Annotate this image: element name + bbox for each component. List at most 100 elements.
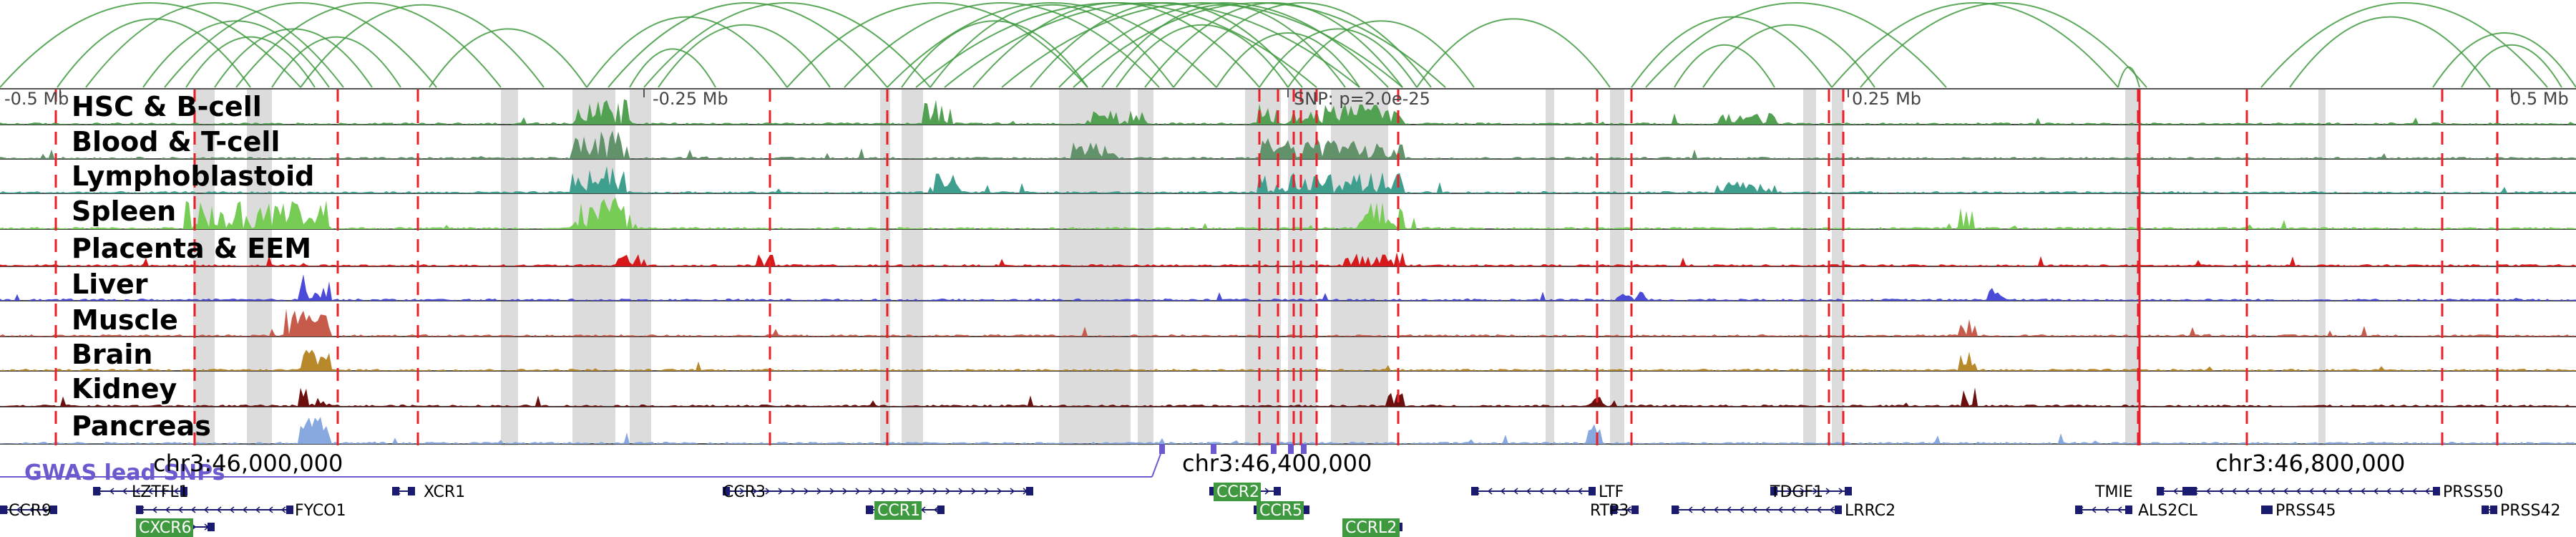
gene-lrrc2[interactable]: LRRC2 — [1672, 502, 1896, 520]
strand-arrow — [1752, 506, 1757, 513]
exon-box — [2157, 487, 2164, 495]
strand-arrow — [1777, 506, 1783, 513]
strand-arrow — [160, 488, 166, 495]
gene-fyco1[interactable]: FYCO1 — [136, 502, 346, 520]
coordinate-label: chr3:46,800,000 — [2215, 450, 2405, 477]
exon-box — [180, 487, 187, 495]
exon-box — [2075, 505, 2082, 514]
exon-box — [2182, 487, 2190, 495]
strand-arrow — [2218, 488, 2224, 495]
chromatin-loop-arc — [786, 2, 1088, 88]
scale-label-minus-0.25mb: -0.25 Mb — [653, 89, 728, 109]
exon-box — [392, 487, 399, 495]
scale-ruler: -0.5 Mb -0.25 Mb SNP: p=2.0e-25 0.25 Mb … — [0, 88, 2576, 109]
gene-ccr1[interactable]: CCR1 — [866, 501, 945, 520]
chromatin-loop-arc — [1287, 20, 1475, 88]
chromatin-loops — [0, 2, 2576, 88]
gene-ccr9[interactable]: CCR9 — [0, 502, 57, 520]
strand-arrow — [829, 488, 835, 495]
chromatin-loop-arc — [1173, 2, 1432, 88]
exon-box — [1302, 505, 1309, 514]
strand-arrow — [242, 506, 248, 513]
strand-arrow — [919, 488, 925, 495]
gene-label: CCRL2 — [1345, 519, 1397, 537]
strand-arrow — [2205, 488, 2211, 495]
chromatin-loop-arc — [1073, 2, 1446, 88]
gene-prss45[interactable]: PRSS45 — [2261, 502, 2336, 520]
gwas-snp-marker[interactable] — [1271, 444, 1277, 454]
strand-arrow — [971, 488, 977, 495]
exon-box — [723, 487, 730, 495]
strand-arrow — [894, 488, 899, 495]
strand-arrow — [135, 488, 140, 495]
exon-box — [1209, 487, 1216, 495]
chromatin-loop-arc — [1001, 2, 1403, 88]
gene-label: ALS2CL — [2138, 502, 2198, 520]
exon-box — [2490, 505, 2497, 514]
exon-box — [1631, 505, 1639, 514]
gene-ccr3[interactable]: CCR3 — [723, 483, 1033, 501]
strand-arrow — [2347, 488, 2353, 495]
gene-tmie[interactable]: TMIE — [2094, 483, 2190, 501]
gwas-label: GWAS lead SNPs — [24, 460, 225, 485]
gwas-snp-marker[interactable] — [1211, 444, 1216, 454]
gene-lztfl1[interactable]: LZTFL1 — [93, 483, 189, 501]
chromatin-loop-arc — [930, 4, 1174, 88]
gwas-snp-marker[interactable] — [1288, 444, 1294, 454]
gene-cxcr6[interactable]: CXCR6 — [136, 518, 215, 537]
strand-arrow — [958, 488, 964, 495]
strand-arrow — [997, 488, 1002, 495]
exon-box — [50, 505, 57, 514]
gene-prss42[interactable]: PRSS42 — [2482, 502, 2560, 520]
gene-rtp3[interactable]: RTP3 — [1590, 502, 1639, 520]
exon-box — [2125, 505, 2132, 514]
strand-arrow — [804, 488, 809, 495]
strand-arrow — [1803, 506, 1809, 513]
strand-arrow — [2091, 506, 2097, 513]
gene-xcr1[interactable]: XCR1 — [392, 483, 465, 501]
scale-label-0.25mb: 0.25 Mb — [1852, 89, 1921, 109]
gene-ccrl2[interactable]: CCRL2 — [1342, 518, 1402, 537]
chromatin-loop-arc — [1831, 2, 2119, 88]
strand-arrow — [842, 488, 848, 495]
gene-label: CCR3 — [723, 483, 766, 501]
gene-ccr2[interactable]: CCR2 — [1209, 483, 1281, 501]
gene-tdgf1[interactable]: TDGF1 — [1770, 483, 1852, 501]
track-labels: HSC & B-cell Blood & T-cell Lymphoblasto… — [72, 91, 314, 442]
strand-arrow — [2257, 488, 2263, 495]
gene-label: PRSS50 — [2443, 483, 2503, 501]
chromatin-loop-arc — [429, 28, 587, 88]
chromatin-loop-arc — [1101, 4, 1346, 88]
chromatin-loop-arc — [1674, 44, 1775, 88]
gwas-snp-marker[interactable] — [1301, 444, 1307, 454]
strand-arrow — [739, 488, 745, 495]
signal-tracks[interactable] — [0, 99, 2576, 445]
exon-box — [1274, 487, 1281, 495]
track-label-lymphoblastoid: Lymphoblastoid — [72, 160, 314, 192]
gene-label: CCR1 — [877, 502, 920, 520]
chromatin-loop-arc — [844, 2, 1160, 88]
strand-arrow — [2386, 488, 2391, 495]
strand-arrow — [147, 488, 153, 495]
chromatin-loop-arc — [57, 18, 251, 88]
gwas-track: GWAS lead SNPs — [0, 444, 1307, 485]
gene-ltf[interactable]: LTF — [1471, 483, 1624, 501]
gwas-snp-marker[interactable] — [1159, 444, 1165, 454]
strand-arrow — [1787, 488, 1792, 495]
gene-als2cl[interactable]: ALS2CL — [2075, 502, 2198, 520]
chromatin-loop-arc — [629, 48, 716, 88]
chromatin-loop-arc — [944, 2, 1360, 88]
gene-label: RTP3 — [1590, 502, 1629, 520]
gene-highlight-box — [136, 518, 193, 537]
strand-arrow — [173, 488, 179, 495]
chromatin-loop-arc — [2260, 2, 2548, 88]
track-signal-5 — [0, 252, 2576, 266]
strand-arrow — [1513, 488, 1518, 495]
exon-box — [1835, 505, 1842, 514]
strand-arrow — [1825, 488, 1831, 495]
chromatin-loop-arc — [1116, 24, 1289, 88]
gene-prss50[interactable]: PRSS50 — [2190, 483, 2503, 501]
strand-arrow — [778, 488, 784, 495]
gene-ccr5[interactable]: CCR5 — [1254, 501, 1309, 520]
